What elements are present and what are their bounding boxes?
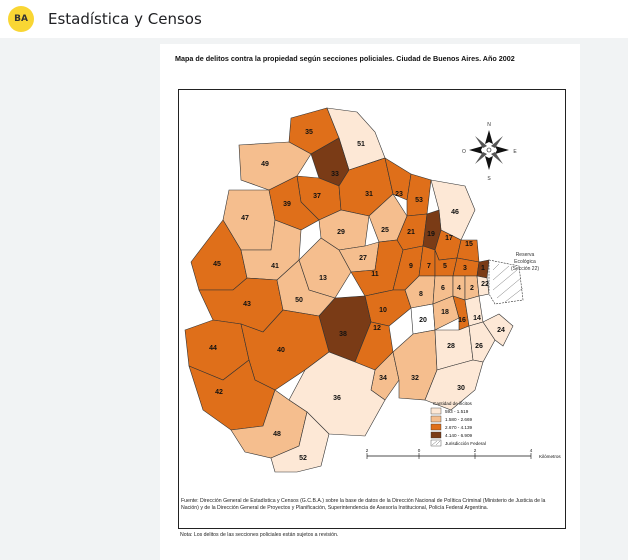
label-32: 32 xyxy=(411,375,419,382)
ba-logo[interactable]: BA xyxy=(8,6,34,32)
label-52: 52 xyxy=(299,455,307,462)
label-39: 39 xyxy=(283,201,291,208)
label-45: 45 xyxy=(213,261,221,268)
label-46: 46 xyxy=(451,209,459,216)
svg-text:E: E xyxy=(513,149,517,155)
app-title: Estadística y Censos xyxy=(48,10,202,28)
label-33: 33 xyxy=(331,171,339,178)
scale-bar: 2 0 2 4 Kilómetros xyxy=(366,448,561,459)
label-10: 10 xyxy=(379,307,387,314)
label-42: 42 xyxy=(215,389,223,396)
legend-item-4: Jurisdicción Federal xyxy=(445,441,486,446)
crime-map: 35 51 49 33 37 31 47 39 23 53 46 29 25 2… xyxy=(184,107,561,473)
legend-item-0: 593 - 1.519 xyxy=(445,409,469,414)
label-43: 43 xyxy=(243,301,251,308)
label-23: 23 xyxy=(395,191,403,198)
reserve-label-1: Reserva xyxy=(516,252,535,258)
section-52 xyxy=(270,411,330,473)
footnote: Nota: Los delitos de las secciones polic… xyxy=(180,532,339,538)
label-6: 6 xyxy=(441,285,445,292)
label-11: 11 xyxy=(371,271,379,278)
label-14: 14 xyxy=(473,315,481,322)
label-44: 44 xyxy=(209,345,217,352)
legend-item-1: 1.580 - 2.669 xyxy=(445,417,473,422)
label-25: 25 xyxy=(381,227,389,234)
reserve-label-3: (Sección 22) xyxy=(511,266,539,272)
label-49: 49 xyxy=(261,161,269,168)
label-28: 28 xyxy=(447,343,455,350)
section-10 xyxy=(364,289,412,327)
label-20: 20 xyxy=(419,317,427,324)
label-31: 31 xyxy=(365,191,373,198)
label-50: 50 xyxy=(295,297,303,304)
svg-text:O: O xyxy=(462,149,466,155)
label-18: 18 xyxy=(441,309,449,316)
legend-title: Cantidad de ilícitos xyxy=(433,401,473,406)
label-47: 47 xyxy=(241,215,249,222)
label-37: 37 xyxy=(313,193,321,200)
section-53 xyxy=(406,173,432,217)
section-22-reserve xyxy=(488,259,524,305)
label-22: 22 xyxy=(481,281,489,288)
section-26 xyxy=(468,321,496,363)
label-48: 48 xyxy=(273,431,281,438)
label-21: 21 xyxy=(407,229,415,236)
label-7: 7 xyxy=(427,263,431,270)
top-bar: BA Estadística y Censos xyxy=(0,0,628,38)
reserve-label-2: Ecológica xyxy=(514,259,536,265)
map-legend: Cantidad de ilícitos 593 - 1.519 1.580 -… xyxy=(430,401,486,447)
label-51: 51 xyxy=(357,141,365,148)
label-36: 36 xyxy=(333,395,341,402)
label-35: 35 xyxy=(305,129,313,136)
svg-text:S: S xyxy=(487,176,491,182)
svg-text:0: 0 xyxy=(418,448,421,453)
label-27: 27 xyxy=(359,255,367,262)
svg-text:2: 2 xyxy=(366,448,369,453)
map-frame: 35 51 49 33 37 31 47 39 23 53 46 29 25 2… xyxy=(178,89,566,529)
svg-text:Kilómetros: Kilómetros xyxy=(539,454,561,459)
label-2: 2 xyxy=(470,285,474,292)
label-29: 29 xyxy=(337,229,345,236)
compass-rose-icon: N S O E xyxy=(462,122,517,182)
label-53: 53 xyxy=(415,197,423,204)
label-1: 1 xyxy=(481,265,485,272)
label-4: 4 xyxy=(457,285,461,292)
legend-item-3: 4.140 - 6.909 xyxy=(445,433,473,438)
source-note: Fuente: Dirección General de Estadística… xyxy=(181,498,546,511)
label-12: 12 xyxy=(373,325,381,332)
svg-text:4: 4 xyxy=(530,448,533,453)
document-title: Mapa de delitos contra la propiedad segú… xyxy=(175,54,515,63)
label-15: 15 xyxy=(465,241,473,248)
label-13: 13 xyxy=(319,275,327,282)
label-16: 16 xyxy=(458,317,466,324)
label-17: 17 xyxy=(445,235,453,242)
label-24: 24 xyxy=(497,327,505,334)
label-41: 41 xyxy=(271,263,279,270)
section-24 xyxy=(482,313,514,347)
label-5: 5 xyxy=(443,263,447,270)
legend-item-2: 2.670 - 4.139 xyxy=(445,425,473,430)
section-30 xyxy=(424,359,484,411)
label-30: 30 xyxy=(457,385,465,392)
label-3: 3 xyxy=(463,265,467,272)
label-40: 40 xyxy=(277,347,285,354)
document-page: Mapa de delitos contra la propiedad segú… xyxy=(160,44,580,560)
label-9: 9 xyxy=(409,263,413,270)
svg-text:2: 2 xyxy=(474,448,477,453)
label-34: 34 xyxy=(379,375,387,382)
label-26: 26 xyxy=(475,343,483,350)
label-38: 38 xyxy=(339,331,347,338)
label-8: 8 xyxy=(419,291,423,298)
label-19: 19 xyxy=(427,231,435,238)
svg-text:N: N xyxy=(487,122,491,128)
